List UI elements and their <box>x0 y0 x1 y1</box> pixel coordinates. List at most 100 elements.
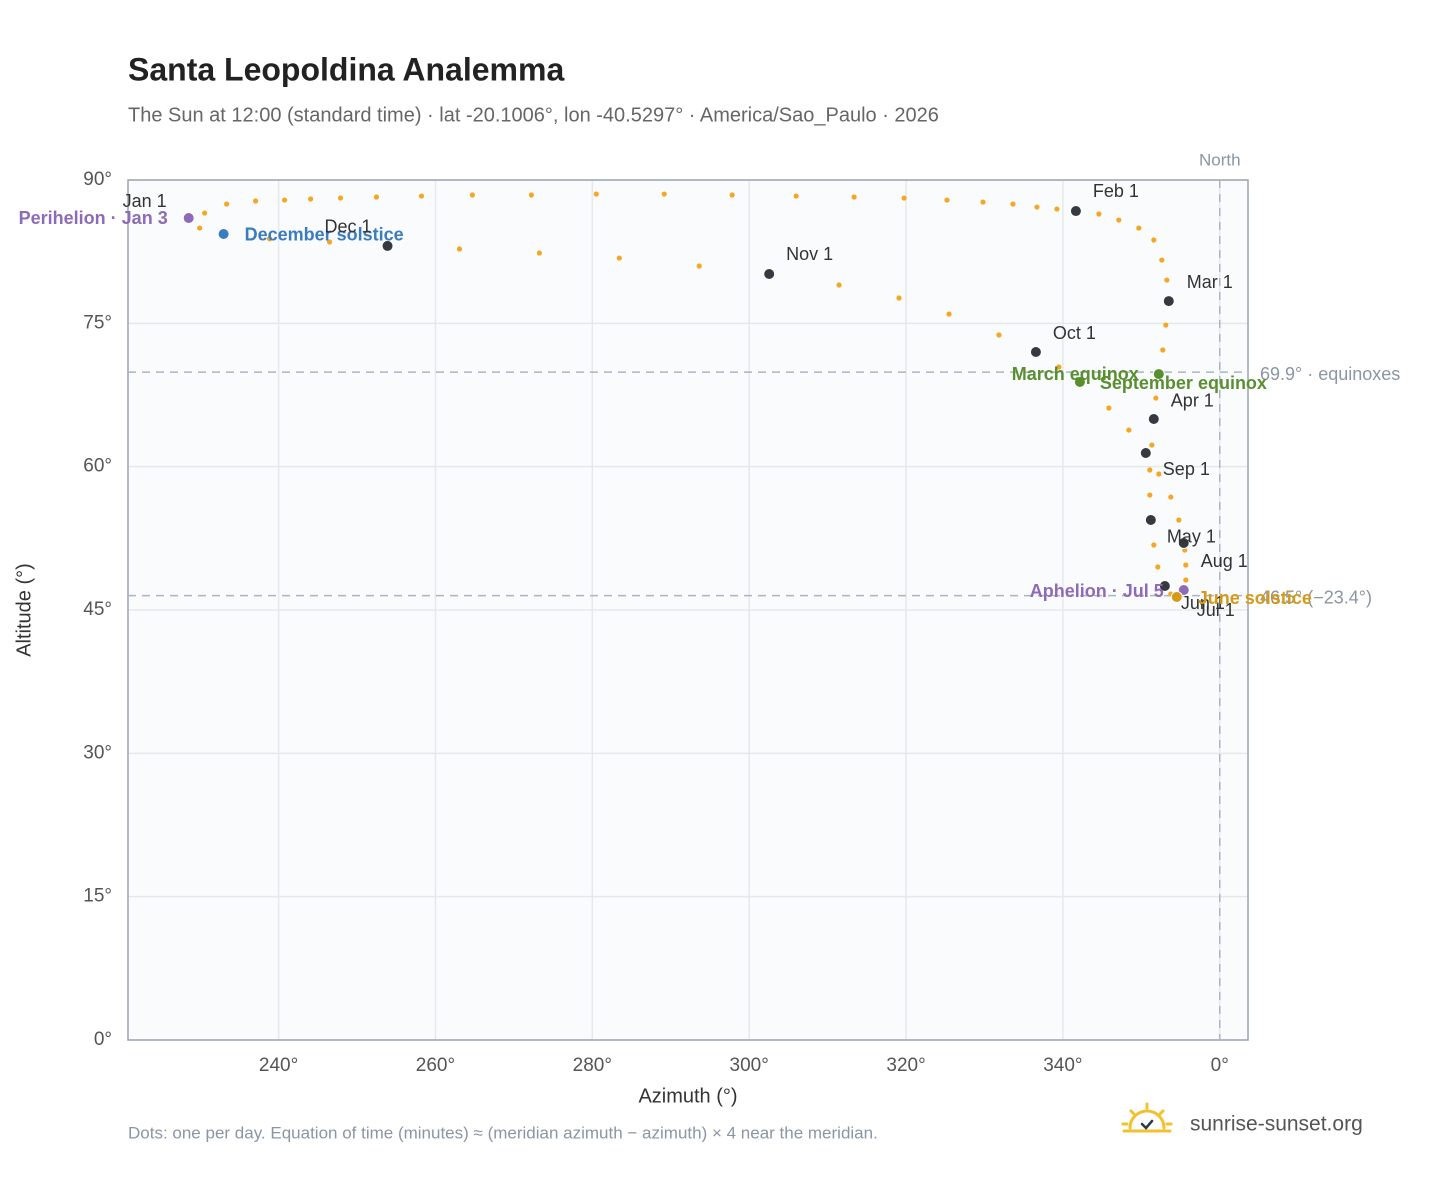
daily-dot <box>281 197 288 203</box>
x-tick-label: 240° <box>259 1055 298 1076</box>
x-tick-label: 280° <box>573 1055 612 1076</box>
daily-dot <box>980 199 986 205</box>
daily-dot <box>1096 211 1102 217</box>
daily-dot <box>202 210 208 216</box>
month-label: Aug 1 <box>1201 551 1248 571</box>
daily-dot <box>1126 427 1132 433</box>
daily-dot <box>946 311 952 317</box>
daily-dot <box>1163 322 1169 328</box>
event-label: December solstice <box>245 225 404 245</box>
daily-dot <box>373 194 380 200</box>
month-label: Nov 1 <box>786 244 833 264</box>
daily-dot <box>836 282 842 288</box>
x-tick-label: 320° <box>886 1055 925 1076</box>
chart-subtitle: The Sun at 12:00 (standard time) · lat -… <box>128 104 939 126</box>
event-label: Perihelion · Jan 3 <box>19 208 168 228</box>
daily-dot <box>1168 494 1174 500</box>
daily-dot <box>996 332 1002 338</box>
x-tick-label: 300° <box>730 1055 769 1076</box>
event-marker <box>1073 376 1086 389</box>
event-marker <box>1162 295 1175 308</box>
daily-dot <box>528 192 534 198</box>
x-tick-label: 340° <box>1043 1055 1082 1076</box>
event-marker <box>1177 537 1190 550</box>
brand-name: sunrise-sunset.org <box>1190 1113 1363 1136</box>
event-marker <box>182 212 195 225</box>
event-marker <box>1170 591 1183 604</box>
daily-dot <box>1116 217 1122 223</box>
daily-dot <box>1176 517 1182 523</box>
event-marker <box>1139 447 1152 460</box>
event-marker <box>763 268 776 281</box>
daily-dot <box>1183 562 1189 568</box>
event-label: September equinox <box>1100 373 1267 393</box>
y-axis-title: Altitude (°) <box>13 563 35 657</box>
event-label: June solstice <box>1198 588 1312 608</box>
daily-dot <box>793 193 799 199</box>
month-label: Feb 1 <box>1093 181 1139 201</box>
daily-dot <box>1147 467 1153 473</box>
event-label: March equinox <box>1012 364 1139 384</box>
daily-dot <box>1106 405 1112 411</box>
daily-dot <box>307 196 314 202</box>
daily-dot <box>729 192 735 198</box>
month-label: Apr 1 <box>1171 391 1214 411</box>
daily-dot <box>1183 577 1189 583</box>
y-tick-label: 0° <box>94 1029 112 1050</box>
daily-dot <box>851 194 857 200</box>
chart-title: Santa Leopoldina Analemma <box>128 51 564 87</box>
month-label: Jul 1 <box>1197 600 1235 620</box>
daily-dot <box>1153 395 1159 401</box>
daily-dot <box>661 191 667 197</box>
month-label: May 1 <box>1167 527 1216 547</box>
footnote: Dots: one per day. Equation of time (min… <box>128 1123 878 1142</box>
north-label: North <box>1199 150 1241 169</box>
daily-dot <box>1155 564 1161 570</box>
event-label: Aphelion · Jul 5 <box>1030 581 1164 601</box>
event-marker <box>217 227 230 240</box>
daily-dot <box>1010 201 1016 207</box>
daily-dot <box>696 263 702 269</box>
daily-dot <box>456 246 463 252</box>
daily-dot <box>266 236 273 242</box>
daily-dot <box>1156 471 1162 477</box>
daily-dot <box>944 197 950 203</box>
daily-dot <box>418 193 425 199</box>
month-label: Mar 1 <box>1187 272 1233 292</box>
month-label: Oct 1 <box>1053 323 1096 343</box>
daily-dot <box>337 195 344 201</box>
daily-dot <box>224 201 230 207</box>
y-tick-label: 90° <box>83 169 112 190</box>
daily-dot <box>593 191 599 197</box>
daily-dot <box>469 192 475 198</box>
daily-dot <box>1149 442 1155 448</box>
event-marker <box>1158 580 1171 593</box>
grid <box>128 179 1248 1041</box>
month-label: Jun 1 <box>1181 593 1225 613</box>
daily-dot <box>1054 206 1060 212</box>
daily-dot <box>536 250 542 256</box>
daily-dot <box>1151 237 1157 243</box>
x-tick-label: 0° <box>1211 1055 1229 1076</box>
y-tick-label: 45° <box>83 599 112 620</box>
event-marker <box>1152 368 1165 381</box>
daily-dot <box>1160 347 1166 353</box>
daily-dot <box>1151 542 1157 548</box>
daily-dot <box>1034 204 1040 210</box>
daily-dot <box>1136 225 1142 231</box>
month-label: Dec 1 <box>324 217 371 237</box>
plot-border <box>127 179 1249 1041</box>
daily-dot <box>1056 364 1062 370</box>
event-marker <box>1144 513 1157 526</box>
daily-dot <box>197 225 203 231</box>
event-marker <box>1029 346 1042 358</box>
daily-dot <box>896 295 902 301</box>
daily-dot <box>901 195 907 201</box>
month-label: Jan 1 <box>123 191 167 211</box>
reference-label: 46.5° (−23.4°) <box>1260 587 1372 607</box>
brand-logo <box>1121 1102 1173 1133</box>
daily-dot <box>1159 257 1165 263</box>
reference-label: 69.9° · equinoxes <box>1260 364 1400 384</box>
